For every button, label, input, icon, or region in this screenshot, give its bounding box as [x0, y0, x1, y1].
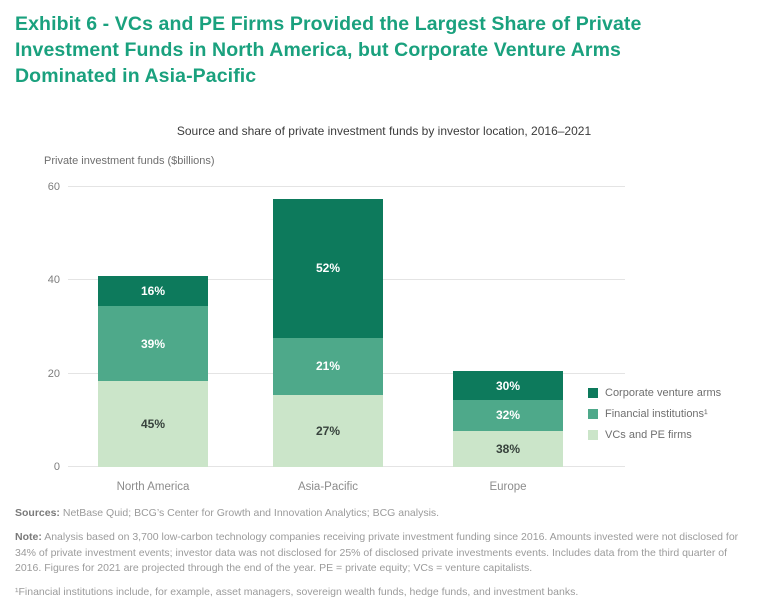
segment-percent-label: 30% [495, 378, 521, 393]
gridline [68, 186, 625, 187]
y-tick-label: 20 [47, 367, 60, 380]
segment-percent-label: 16% [140, 283, 166, 298]
chart-legend: Corporate venture arms Financial institut… [588, 387, 721, 450]
legend-item: VCs and PE firms [588, 429, 721, 441]
bar-segment: 16% [98, 275, 208, 307]
y-axis-label: Private investment funds ($billions) [44, 155, 215, 167]
bar-segment: 45% [98, 380, 208, 467]
bar-segment: 27% [273, 394, 383, 467]
x-category-label: Europe [489, 481, 527, 493]
footer-notes: Sources: NetBase Quid; BCG’s Center for … [15, 506, 753, 609]
legend-swatch [588, 430, 598, 440]
legend-label: VCs and PE firms [605, 429, 692, 441]
legend-item: Financial institutions¹ [588, 408, 721, 420]
sources-line: Sources: NetBase Quid; BCG’s Center for … [15, 506, 753, 522]
segment-percent-label: 38% [495, 441, 521, 456]
y-tick-label: 60 [47, 181, 60, 193]
note-line: Note: Analysis based on 3,700 low-carbon… [15, 530, 753, 577]
stacked-bar-chart: Private investment funds ($billions) Cor… [0, 155, 768, 505]
bar-segment: 21% [273, 338, 383, 395]
note-text: Analysis based on 3,700 low-carbon techn… [15, 530, 739, 575]
exhibit-title: Exhibit 6 - VCs and PE Firms Provided th… [15, 13, 642, 87]
bar-segment: 39% [98, 306, 208, 381]
bar-segment: 52% [273, 198, 383, 339]
y-tick-label: 0 [53, 461, 60, 473]
legend-swatch [588, 409, 598, 419]
legend-label: Corporate venture arms [605, 387, 722, 399]
segment-percent-label: 32% [495, 408, 521, 423]
x-category-label: Asia-Pacific [297, 481, 359, 493]
bar-segment: 38% [453, 430, 563, 467]
x-category-label: North America [116, 481, 190, 493]
y-tick-label: 40 [47, 274, 60, 287]
segment-percent-label: 52% [315, 261, 341, 276]
bar-segment: 30% [453, 371, 563, 401]
chart-subtitle: Source and share of private investment f… [176, 123, 592, 138]
segment-percent-label: 27% [315, 423, 341, 438]
sources-text: NetBase Quid; BCG’s Center for Growth an… [62, 507, 440, 519]
footnote-line: ¹Financial institutions include, for exa… [15, 586, 579, 598]
bar-segment: 32% [453, 400, 563, 431]
segment-percent-label: 39% [140, 336, 166, 351]
legend-label: Financial institutions¹ [605, 408, 708, 420]
legend-swatch [588, 388, 598, 398]
segment-percent-label: 45% [140, 416, 166, 431]
note-label: Note: [15, 530, 42, 543]
legend-item: Corporate venture arms [588, 387, 721, 399]
segment-percent-label: 21% [315, 359, 341, 374]
sources-label: Sources: [15, 507, 60, 519]
plot-area: Corporate venture arms Financial institut… [48, 181, 721, 493]
